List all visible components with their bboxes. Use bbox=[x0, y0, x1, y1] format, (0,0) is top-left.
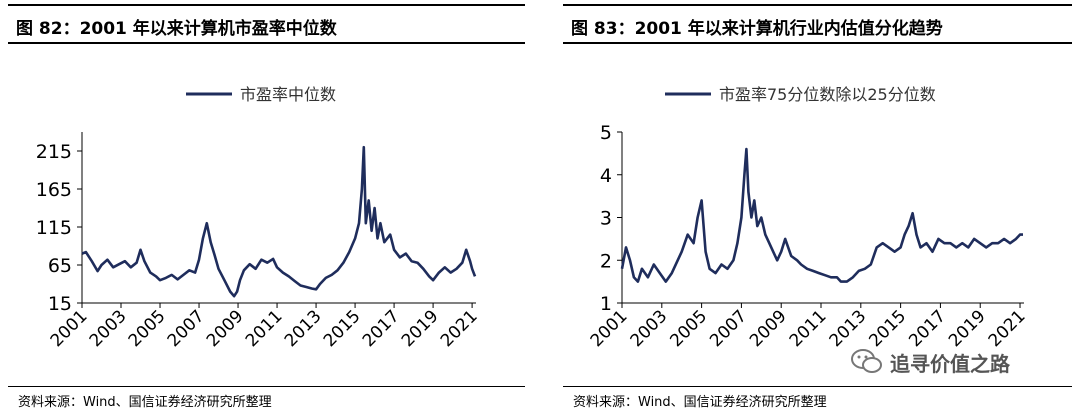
x-tick-label: 2007 bbox=[706, 306, 751, 351]
left-title-bar: 图 82：2001 年以来计算机市盈率中位数 bbox=[8, 4, 525, 44]
legend: 市盈率中位数 bbox=[186, 85, 336, 104]
watermark-text: 追寻价值之路 bbox=[890, 352, 1010, 376]
x-tick-label: 2003 bbox=[627, 306, 672, 351]
x-tick-label: 2013 bbox=[281, 306, 326, 351]
x-tick-label: 2017 bbox=[359, 306, 404, 351]
series-line bbox=[620, 147, 1023, 283]
x-tick-label: 2005 bbox=[666, 306, 711, 351]
y-tick-label: 215 bbox=[36, 141, 72, 163]
legend-label: 市盈率75分位数除以25分位数 bbox=[719, 85, 936, 104]
x-tick-label: 2021 bbox=[437, 306, 482, 351]
x-tick-label: 2005 bbox=[125, 306, 170, 351]
x-tick-label: 2013 bbox=[826, 306, 871, 351]
left-source-bar: 资料来源：Wind、国信证券经济研究所整理 bbox=[8, 386, 525, 410]
left-chart-title: 图 82：2001 年以来计算机市盈率中位数 bbox=[16, 19, 337, 39]
y-tick-label: 1 bbox=[600, 293, 612, 315]
right-source-text: 资料来源：Wind、国信证券经济研究所整理 bbox=[573, 395, 827, 410]
right-chart-panel: 图 83：2001 年以来计算机行业内估值分化趋势 1 2 3 4 5 2001 2003 2… bbox=[555, 0, 1080, 412]
x-tick-label: 2011 bbox=[242, 306, 287, 351]
watermark: 追寻价值之路 bbox=[850, 346, 1050, 378]
y-tick-label: 115 bbox=[36, 217, 72, 239]
x-tick-label: 2009 bbox=[203, 306, 248, 351]
x-tick-label: 2015 bbox=[865, 306, 910, 351]
y-tick-label: 5 bbox=[600, 122, 612, 144]
right-chart-title: 图 83：2001 年以来计算机行业内估值分化趋势 bbox=[571, 19, 943, 39]
y-tick-label: 65 bbox=[48, 255, 72, 277]
left-source-text: 资料来源：Wind、国信证券经济研究所整理 bbox=[18, 395, 272, 410]
series-line bbox=[81, 145, 477, 298]
y-tick-label: 4 bbox=[600, 165, 612, 187]
x-tick-label: 2021 bbox=[985, 306, 1030, 351]
wechat-icon bbox=[851, 349, 882, 373]
y-tick-label: 2 bbox=[600, 250, 612, 272]
legend: 市盈率75分位数除以25分位数 bbox=[665, 85, 936, 104]
right-source-bar: 资料来源：Wind、国信证券经济研究所整理 bbox=[563, 386, 1072, 410]
right-line-chart: 1234520012003200520072009201120132015201… bbox=[587, 85, 1030, 351]
x-tick-label: 2011 bbox=[786, 306, 831, 351]
right-title-bar: 图 83：2001 年以来计算机行业内估值分化趋势 bbox=[563, 4, 1072, 44]
x-tick-label: 2007 bbox=[164, 306, 209, 351]
y-tick-label: 165 bbox=[36, 179, 72, 201]
left-chart-panel: 图 82：2001 年以来计算机市盈率中位数 15 65 115 165 215 2001… bbox=[0, 0, 533, 412]
y-tick-label: 15 bbox=[48, 293, 72, 315]
x-tick-label: 2015 bbox=[320, 306, 365, 351]
x-tick-label: 2019 bbox=[398, 306, 443, 351]
left-line-chart: 1565115165215200120032005200720092011201… bbox=[36, 85, 482, 351]
x-tick-label: 2009 bbox=[746, 306, 791, 351]
x-tick-label: 2003 bbox=[86, 306, 131, 351]
x-tick-label: 2017 bbox=[905, 306, 950, 351]
legend-label: 市盈率中位数 bbox=[240, 85, 336, 104]
y-tick-label: 3 bbox=[600, 208, 612, 230]
x-tick-label: 2019 bbox=[945, 306, 990, 351]
